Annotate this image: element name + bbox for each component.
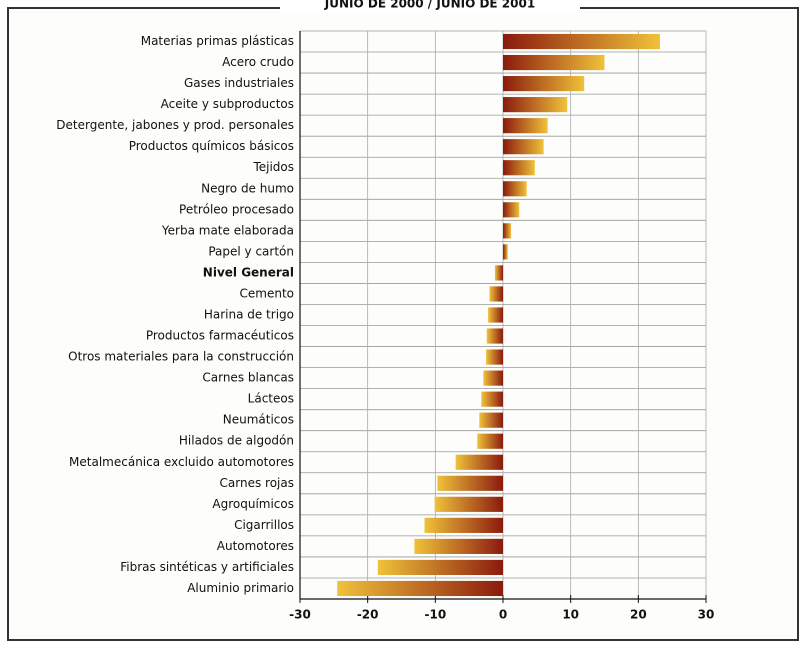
y-tick-label: Cemento — [240, 286, 295, 300]
x-tick-label: 30 — [698, 608, 715, 622]
x-tick-label: -30 — [289, 608, 311, 622]
y-tick-label: Carnes blancas — [202, 371, 294, 385]
y-tick-label: Fibras sintéticas y artificiales — [120, 560, 294, 574]
y-tick-label: Lácteos — [248, 392, 294, 406]
bar — [503, 160, 535, 176]
y-tick-label: Automotores — [217, 539, 294, 553]
bar — [503, 139, 544, 155]
y-tick-label: Agroquímicos — [212, 497, 294, 511]
bar — [488, 307, 503, 323]
chart-title: JUNIO DE 2000 / JUNIO DE 2001 — [324, 0, 535, 11]
x-tick-label: -20 — [357, 608, 379, 622]
bar — [503, 76, 585, 92]
bar — [503, 202, 520, 218]
bar — [494, 265, 503, 281]
bar — [437, 475, 503, 491]
frame — [7, 7, 799, 641]
bar — [489, 286, 503, 302]
y-tick-label: Yerba mate elaborada — [161, 223, 294, 237]
bar — [479, 412, 503, 428]
x-tick-label: 0 — [499, 608, 507, 622]
y-tick-label: Tejidos — [252, 160, 294, 174]
y-tick-label: Aceite y subproductos — [161, 97, 294, 111]
y-tick-label: Gases industriales — [184, 76, 294, 90]
bar — [486, 349, 503, 365]
title-backdrop — [280, 0, 580, 14]
y-tick-label: Detergente, jabones y prod. personales — [56, 118, 294, 132]
bar — [503, 97, 568, 113]
bar — [455, 454, 503, 470]
bar — [481, 391, 503, 407]
y-tick-label: Productos farmacéuticos — [146, 329, 294, 343]
y-tick-label: Metalmecánica excluido automotores — [69, 455, 294, 469]
y-tick-label: Hilados de algodón — [179, 434, 294, 448]
bar — [503, 33, 660, 50]
bar — [503, 244, 508, 260]
y-tick-label: Productos químicos básicos — [129, 139, 294, 153]
bar — [483, 370, 503, 386]
bar — [503, 223, 512, 239]
y-tick-label: Carnes rojas — [220, 476, 294, 490]
bar — [486, 328, 503, 344]
y-tick-label: Otros materiales para la construcción — [68, 350, 294, 364]
y-tick-label: Petróleo procesado — [179, 202, 294, 216]
x-tick-label: 10 — [562, 608, 579, 622]
y-tick-label: Neumáticos — [223, 413, 294, 427]
bar — [503, 54, 605, 71]
y-tick-label: Aluminio primario — [187, 581, 294, 595]
x-tick-label: -10 — [424, 608, 446, 622]
bar — [503, 181, 527, 197]
x-tick-label: 20 — [630, 608, 647, 622]
y-tick-label: Papel y cartón — [208, 244, 294, 258]
y-tick-label: Nivel General — [203, 265, 294, 279]
bar — [414, 538, 503, 554]
y-tick-label: Harina de trigo — [204, 308, 294, 322]
bar — [337, 580, 503, 597]
bar — [434, 496, 503, 512]
bar — [377, 559, 503, 576]
y-tick-label: Acero crudo — [222, 55, 294, 69]
y-tick-label: Cigarrillos — [234, 518, 294, 532]
bar — [503, 118, 548, 134]
bar — [477, 433, 503, 449]
bar — [424, 517, 503, 533]
y-tick-label: Materias primas plásticas — [141, 34, 294, 48]
y-tick-label: Negro de humo — [201, 181, 294, 195]
